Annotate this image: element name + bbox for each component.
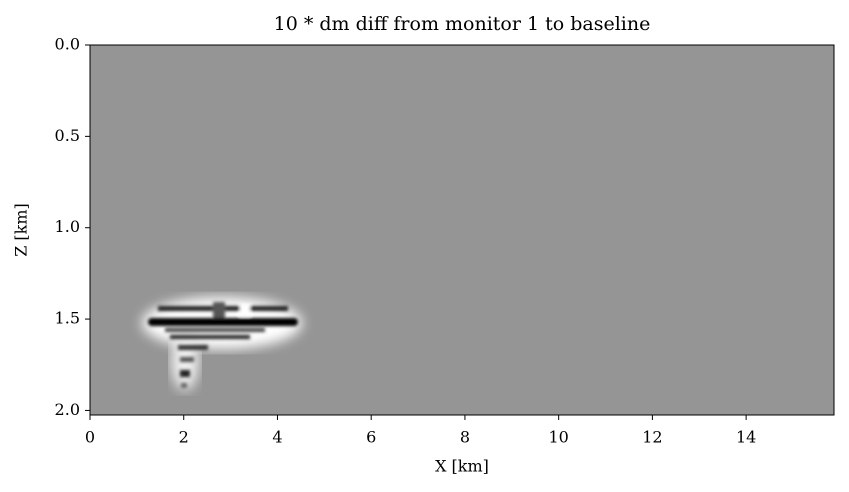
x-tick-label: 12 xyxy=(642,428,662,447)
streak xyxy=(213,302,225,318)
x-tick-label: 14 xyxy=(736,428,756,447)
chart-title: 10 * dm diff from monitor 1 to baseline xyxy=(274,13,651,35)
streak xyxy=(170,335,250,339)
x-axis-label: X [km] xyxy=(435,457,489,476)
x-tick-label: 2 xyxy=(179,428,189,447)
streak xyxy=(180,357,194,362)
streak xyxy=(181,383,187,388)
x-tick-label: 6 xyxy=(366,428,376,447)
x-tick-label: 4 xyxy=(272,428,282,447)
y-tick-label: 1.5 xyxy=(55,309,80,328)
streak xyxy=(148,318,298,326)
x-tick-label: 0 xyxy=(85,428,95,447)
y-tick-label: 1.0 xyxy=(55,217,80,236)
x-tick-label: 10 xyxy=(548,428,568,447)
y-axis-label: Z [km] xyxy=(12,203,31,257)
streak xyxy=(165,328,265,332)
anomaly-streaks xyxy=(148,302,298,388)
y-tick-label: 2.0 xyxy=(55,400,80,419)
x-tick-label: 8 xyxy=(460,428,470,447)
streak xyxy=(240,304,250,316)
image-background xyxy=(90,45,834,415)
y-tick-label: 0.5 xyxy=(55,126,80,145)
anomaly xyxy=(142,297,302,390)
streak xyxy=(180,370,190,377)
streak xyxy=(178,345,208,350)
y-tick-label: 0.0 xyxy=(55,35,80,54)
plot-frame xyxy=(89,44,835,416)
